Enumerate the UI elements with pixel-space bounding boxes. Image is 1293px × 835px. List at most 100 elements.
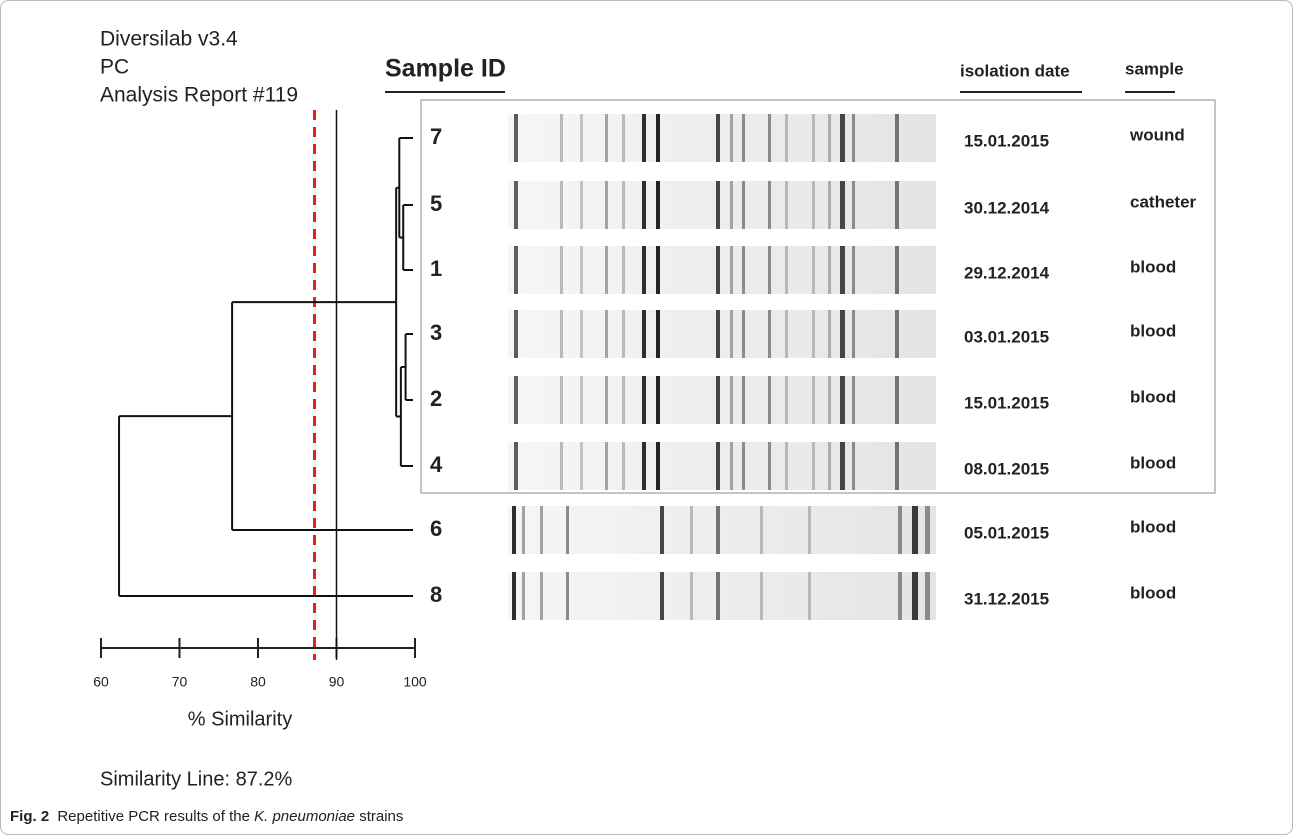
gel-band: [812, 114, 815, 162]
sample-type: blood: [1130, 387, 1176, 406]
x-tick-label: 100: [403, 674, 427, 690]
gel-band: [730, 442, 733, 490]
gel-band: [642, 181, 646, 229]
gel-band: [642, 246, 646, 294]
gel-band: [852, 376, 855, 424]
caption-species: K. pneumoniae: [254, 808, 355, 825]
gel-band: [898, 506, 902, 554]
gel-band: [514, 114, 518, 162]
gel-band: [785, 310, 788, 358]
gel-band: [730, 376, 733, 424]
gel-band: [642, 442, 646, 490]
column-title: isolation date: [960, 61, 1070, 80]
gel-band: [760, 506, 763, 554]
gel-band: [605, 246, 608, 294]
gel-band: [566, 572, 569, 620]
sample-type: blood: [1130, 583, 1176, 602]
gel-band: [605, 114, 608, 162]
gel-lane: [508, 114, 936, 162]
gel-band: [716, 572, 720, 620]
gel-lane: [508, 246, 936, 294]
gel-band: [895, 246, 899, 294]
gel-band: [768, 310, 771, 358]
x-tick-label: 90: [329, 674, 345, 690]
gel-band: [730, 246, 733, 294]
gel-band: [642, 114, 646, 162]
column-title: sample: [1125, 59, 1184, 78]
isolation-date: 03.01.2015: [964, 327, 1049, 346]
gel-band: [560, 246, 563, 294]
gel-band: [716, 114, 720, 162]
gel-band: [768, 246, 771, 294]
gel-band: [580, 442, 583, 490]
gel-band: [925, 572, 930, 620]
gel-band: [560, 442, 563, 490]
gel-band: [580, 181, 583, 229]
gel-band: [912, 506, 918, 554]
isolation-date: 05.01.2015: [964, 523, 1049, 542]
gel-band: [812, 246, 815, 294]
gel-band: [760, 572, 763, 620]
sample-id: 3: [430, 320, 442, 345]
gel-band: [716, 310, 720, 358]
gel-band: [742, 181, 745, 229]
gel-band: [785, 376, 788, 424]
gel-band: [828, 442, 831, 490]
gel-band: [925, 506, 930, 554]
isolation-date: 30.12.2014: [964, 198, 1050, 217]
header-line: Diversilab v3.4: [100, 28, 238, 51]
gel-band: [852, 246, 855, 294]
gel-band: [768, 181, 771, 229]
gel-band: [566, 506, 569, 554]
gel-band: [742, 310, 745, 358]
gel-band: [840, 246, 845, 294]
gel-band: [642, 376, 646, 424]
gel-band: [622, 246, 625, 294]
gel-band: [605, 442, 608, 490]
gel-band: [690, 572, 693, 620]
sample-type: wound: [1129, 125, 1185, 144]
gel-band: [898, 572, 902, 620]
gel-band: [742, 442, 745, 490]
gel-band: [840, 376, 845, 424]
gel-band: [716, 246, 720, 294]
gel-band: [622, 181, 625, 229]
sample-id: 4: [430, 452, 443, 477]
isolation-date: 29.12.2014: [964, 263, 1050, 282]
gel-lane: [508, 572, 936, 620]
gel-band: [895, 114, 899, 162]
gel-band: [828, 114, 831, 162]
gel-band: [808, 506, 811, 554]
gel-band: [812, 181, 815, 229]
sample-id: 8: [430, 582, 442, 607]
gel-band: [785, 442, 788, 490]
gel-band: [642, 310, 646, 358]
gel-band: [560, 376, 563, 424]
sample-id: 6: [430, 516, 442, 541]
gel-band: [852, 114, 855, 162]
gel-band: [895, 181, 899, 229]
sample-type: blood: [1130, 517, 1176, 536]
gel-band: [785, 114, 788, 162]
gel-band: [730, 181, 733, 229]
gel-band: [852, 181, 855, 229]
gel-band: [768, 376, 771, 424]
gel-band: [514, 376, 518, 424]
gel-band: [540, 572, 543, 620]
x-tick-label: 60: [93, 674, 109, 690]
gel-band: [522, 506, 525, 554]
gel-band: [514, 310, 518, 358]
gel-band: [580, 376, 583, 424]
gel-band: [605, 181, 608, 229]
gel-band: [560, 310, 563, 358]
x-tick-label: 80: [250, 674, 266, 690]
gel-lane: [508, 442, 936, 490]
gel-band: [852, 442, 855, 490]
gel-band: [580, 310, 583, 358]
isolation-date: 31.12.2015: [964, 589, 1049, 608]
gel-band: [656, 246, 660, 294]
gel-band: [840, 181, 845, 229]
gel-lane: [508, 506, 936, 554]
x-tick-label: 70: [172, 674, 188, 690]
gel-band: [622, 310, 625, 358]
